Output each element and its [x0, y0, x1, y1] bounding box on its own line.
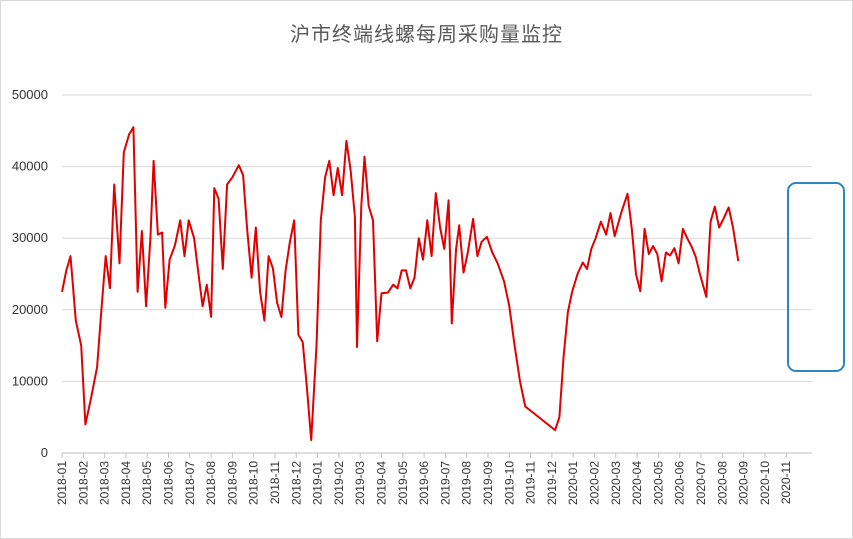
y-tick-label: 20000	[12, 302, 48, 317]
x-tick-label: 2020-04	[630, 461, 644, 505]
x-tick-label: 2018-10	[247, 461, 261, 505]
x-tick-label: 2018-08	[204, 461, 218, 505]
x-tick-label: 2019-10	[502, 461, 516, 505]
x-tick-label: 2019-03	[353, 461, 367, 505]
y-tick-label: 30000	[12, 230, 48, 245]
x-tick-label: 2018-01	[55, 461, 69, 505]
x-tick-label: 2019-07	[438, 461, 452, 505]
x-tick-label: 2018-04	[119, 461, 133, 505]
series-group	[61, 126, 740, 442]
y-axis-ticks: 0 10000 20000 30000 40000 50000	[12, 87, 48, 460]
x-tick-label: 2020-01	[566, 461, 580, 505]
x-tick-label: 2018-02	[76, 461, 90, 505]
x-tick-label: 2018-09	[225, 461, 239, 505]
x-tick-label: 2020-05	[651, 461, 665, 505]
x-tick-label: 2019-12	[545, 461, 559, 505]
x-tick-label: 2020-11	[779, 461, 793, 504]
y-tick-label: 50000	[12, 87, 48, 102]
y-tick-label: 10000	[12, 373, 48, 388]
x-tick-label: 2019-04	[375, 461, 389, 505]
x-tick-label: 2018-12	[289, 461, 303, 505]
x-tick-label: 2018-05	[140, 461, 154, 505]
x-tick-label: 2020-10	[758, 461, 772, 505]
x-tick-label: 2020-03	[609, 461, 623, 505]
y-tick-label: 0	[41, 445, 48, 460]
x-tick-label: 2020-08	[715, 461, 729, 505]
highlight-box	[787, 182, 845, 372]
x-tick-label: 2018-06	[162, 461, 176, 505]
x-tick-label: 2020-06	[673, 461, 687, 505]
x-tick-label: 2019-02	[332, 461, 346, 505]
x-tick-label: 2020-02	[588, 461, 602, 505]
x-tick-label: 2018-11	[268, 461, 282, 504]
y-tick-label: 40000	[12, 159, 48, 174]
x-tick-label: 2019-06	[417, 461, 431, 505]
grid-lines	[62, 94, 812, 382]
series-line	[61, 126, 740, 442]
x-tick-label: 2019-05	[396, 461, 410, 505]
x-tick-label: 2020-07	[694, 461, 708, 505]
x-tick-label: 2019-09	[481, 461, 495, 505]
x-tick-label: 2019-11	[524, 461, 538, 504]
x-axis-ticks: 2018-01 2018-02 2018-03 2018-04 2018-05 2018-…	[55, 453, 793, 505]
x-tick-label: 2020-09	[737, 461, 751, 505]
chart-title: 沪市终端线螺每周采购量监控	[290, 22, 563, 46]
x-tick-label: 2019-01	[311, 461, 325, 505]
x-tick-label: 2018-03	[98, 461, 112, 505]
x-tick-label: 2019-08	[460, 461, 474, 505]
x-tick-label: 2018-07	[183, 461, 197, 505]
